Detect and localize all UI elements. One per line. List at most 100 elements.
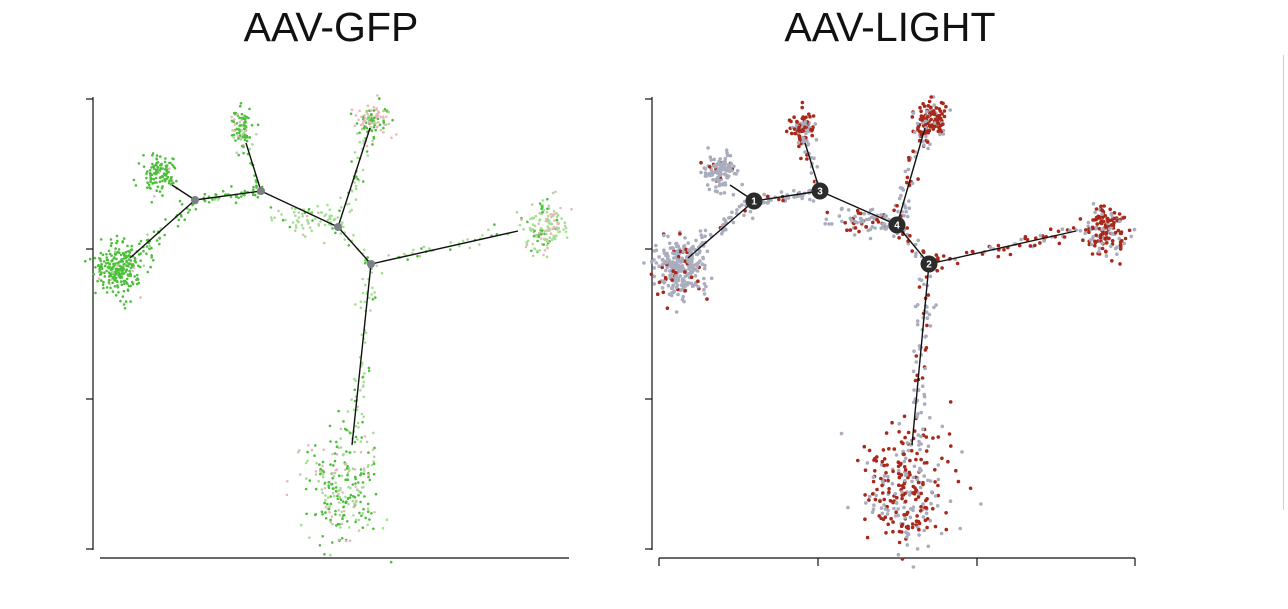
data-point [948, 400, 953, 404]
data-point [346, 497, 350, 501]
data-point [250, 123, 254, 127]
data-point [872, 503, 876, 508]
data-point [935, 114, 940, 119]
branch-node-marker [191, 196, 199, 204]
data-point [910, 479, 914, 484]
data-point [335, 440, 338, 444]
data-point [652, 274, 656, 279]
trajectory-edge [928, 230, 1077, 265]
data-point [824, 217, 829, 222]
data-point [337, 509, 341, 512]
data-point [357, 529, 361, 532]
data-point [926, 146, 930, 151]
data-point [863, 517, 867, 521]
data-point [349, 112, 353, 116]
data-point [365, 150, 369, 153]
data-point [350, 160, 353, 163]
data-point [675, 249, 680, 253]
data-point [913, 486, 917, 490]
data-point [705, 249, 710, 254]
chart-panel-gfp: AAV-GFP [0, 0, 640, 609]
data-point [159, 164, 162, 167]
data-point [935, 504, 940, 508]
data-point [668, 273, 672, 278]
data-point [376, 112, 379, 116]
data-point [116, 239, 119, 243]
data-point [112, 262, 115, 266]
data-point [886, 474, 890, 479]
data-point [1098, 215, 1102, 219]
data-point [922, 104, 927, 108]
data-point [923, 335, 927, 339]
data-point [238, 116, 241, 120]
data-point [362, 472, 366, 476]
data-point [1110, 231, 1114, 236]
data-point [449, 248, 452, 251]
data-point [683, 274, 688, 279]
data-point [366, 104, 370, 108]
data-point [882, 463, 886, 468]
data-point [723, 159, 727, 164]
data-point [359, 450, 363, 454]
data-point [928, 518, 933, 523]
data-point [689, 250, 693, 254]
data-point [359, 500, 362, 504]
data-point [142, 165, 146, 168]
data-point [1100, 212, 1104, 216]
data-point [864, 217, 869, 222]
data-point [327, 507, 331, 511]
data-point [363, 469, 366, 472]
data-point [845, 228, 849, 232]
data-point [894, 500, 899, 505]
data-point [146, 270, 150, 274]
data-point [118, 275, 122, 279]
data-point [334, 486, 338, 489]
data-point [348, 451, 352, 454]
data-point [373, 291, 376, 294]
data-point [915, 322, 920, 327]
data-point [1101, 227, 1105, 231]
data-point [705, 183, 710, 187]
data-point [382, 115, 385, 118]
data-point [350, 190, 354, 193]
data-point [538, 248, 541, 252]
data-point [270, 218, 274, 222]
data-point [921, 427, 925, 432]
data-point [920, 118, 924, 122]
data-point [1090, 252, 1095, 256]
data-point [292, 210, 296, 214]
data-point [113, 250, 117, 253]
data-point [298, 448, 301, 452]
data-point [678, 249, 682, 254]
data-point [146, 233, 149, 236]
data-point [928, 479, 933, 483]
data-point [376, 94, 379, 97]
data-point [323, 487, 327, 490]
data-point [104, 262, 108, 265]
data-point [941, 254, 946, 258]
data-point [154, 163, 157, 167]
data-point [814, 137, 819, 142]
data-point [370, 109, 373, 112]
data-point [339, 196, 342, 200]
data-point [918, 447, 922, 452]
data-point [101, 283, 105, 287]
data-point [806, 143, 810, 147]
data-point [694, 238, 698, 243]
data-point [936, 463, 941, 467]
data-point [703, 171, 708, 175]
data-point [364, 283, 367, 287]
data-point [927, 99, 932, 104]
data-point [935, 268, 939, 273]
data-point [660, 265, 664, 270]
data-point [875, 487, 879, 492]
data-point [675, 261, 679, 265]
data-point [331, 227, 334, 230]
data-point [690, 284, 695, 289]
data-point [1119, 245, 1123, 249]
data-point [905, 543, 910, 547]
data-point [800, 139, 805, 144]
data-point [136, 273, 139, 277]
data-point [152, 177, 156, 181]
data-point [333, 452, 337, 455]
